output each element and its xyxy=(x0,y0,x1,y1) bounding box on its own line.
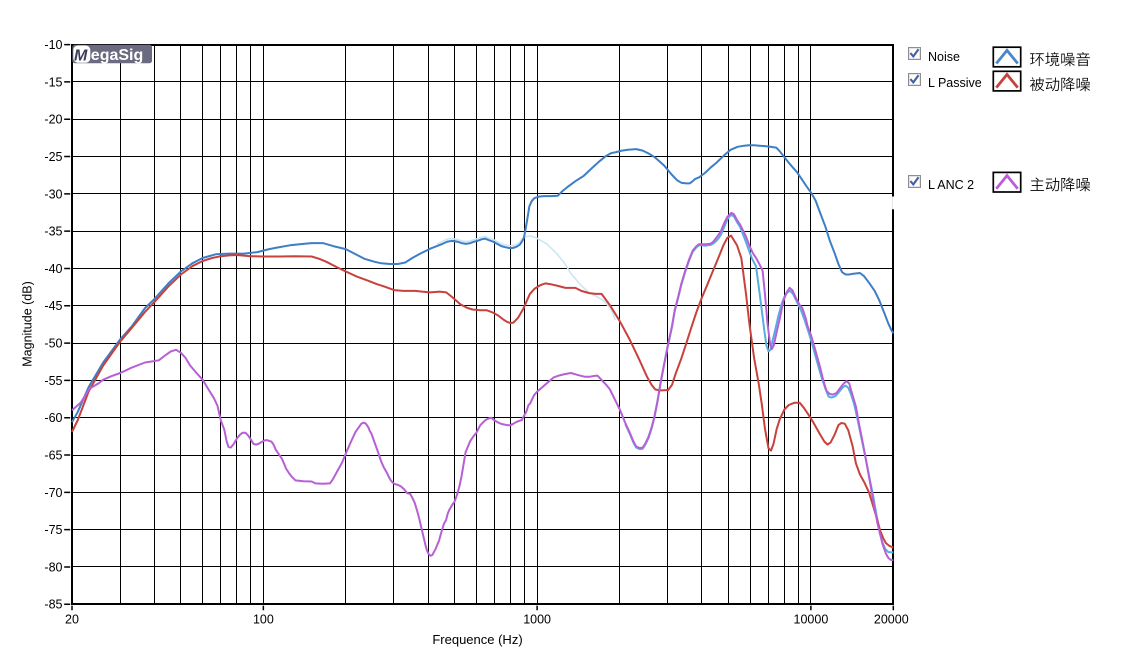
svg-text:-10: -10 xyxy=(44,38,62,52)
svg-text:-25: -25 xyxy=(44,150,62,164)
svg-text:-65: -65 xyxy=(44,448,62,462)
svg-text:-35: -35 xyxy=(44,225,62,239)
svg-text:-75: -75 xyxy=(44,523,62,537)
svg-text:Magnitude (dB): Magnitude (dB) xyxy=(21,281,35,366)
svg-text:L Passive: L Passive xyxy=(928,76,982,90)
svg-text:-15: -15 xyxy=(44,75,62,89)
svg-text:M: M xyxy=(74,47,88,64)
svg-text:-60: -60 xyxy=(44,411,62,425)
svg-text:-50: -50 xyxy=(44,337,62,351)
svg-text:L ANC 2: L ANC 2 xyxy=(928,178,974,192)
svg-text:-45: -45 xyxy=(44,299,62,313)
svg-text:-20: -20 xyxy=(44,113,62,127)
svg-text:-40: -40 xyxy=(44,262,62,276)
svg-text:-80: -80 xyxy=(44,560,62,574)
svg-text:10000: 10000 xyxy=(794,613,829,627)
svg-text:-55: -55 xyxy=(44,374,62,388)
svg-text:-85: -85 xyxy=(44,598,62,612)
svg-text:egaSig: egaSig xyxy=(91,47,143,64)
svg-text:1000: 1000 xyxy=(523,613,551,627)
svg-text:20000: 20000 xyxy=(874,613,909,627)
svg-text:-30: -30 xyxy=(44,187,62,201)
svg-text:Noise: Noise xyxy=(928,50,960,64)
svg-text:100: 100 xyxy=(253,613,274,627)
svg-text:Frequence (Hz): Frequence (Hz) xyxy=(432,632,522,647)
svg-text:20: 20 xyxy=(65,613,79,627)
svg-text:-70: -70 xyxy=(44,486,62,500)
